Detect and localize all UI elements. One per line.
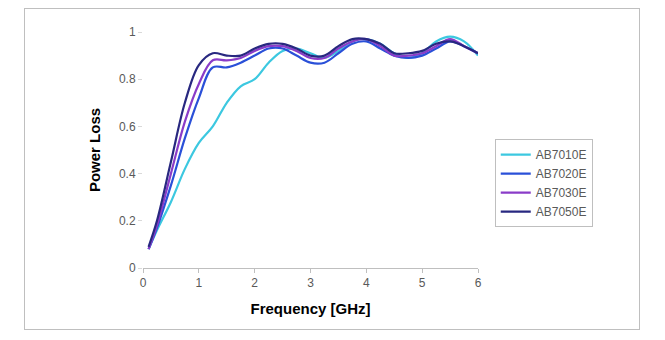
svg-text:AB7020E: AB7020E	[536, 167, 587, 181]
svg-text:Power Loss: Power Loss	[86, 108, 103, 192]
svg-text:0.4: 0.4	[119, 167, 136, 181]
svg-text:0.8: 0.8	[119, 72, 136, 86]
svg-text:2: 2	[251, 276, 258, 290]
svg-text:5: 5	[419, 276, 426, 290]
svg-text:AB7010E: AB7010E	[536, 148, 587, 162]
svg-text:Frequency [GHz]: Frequency [GHz]	[250, 300, 370, 317]
svg-text:4: 4	[363, 276, 370, 290]
svg-text:0.6: 0.6	[119, 120, 136, 134]
svg-text:0: 0	[129, 261, 136, 275]
svg-text:0: 0	[140, 276, 147, 290]
svg-text:3: 3	[307, 276, 314, 290]
svg-text:6: 6	[475, 276, 482, 290]
svg-text:AB7030E: AB7030E	[536, 186, 587, 200]
svg-text:1: 1	[129, 25, 136, 39]
svg-text:AB7050E: AB7050E	[536, 205, 587, 219]
svg-text:0.2: 0.2	[119, 214, 136, 228]
svg-text:1: 1	[195, 276, 202, 290]
